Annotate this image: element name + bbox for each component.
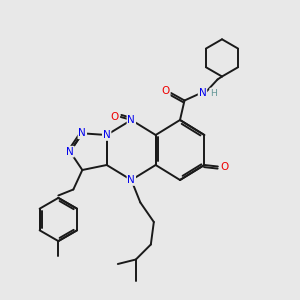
Text: N: N xyxy=(199,88,206,98)
Text: N: N xyxy=(128,175,135,185)
Text: N: N xyxy=(103,130,110,140)
Text: O: O xyxy=(220,161,229,172)
Text: N: N xyxy=(66,147,74,157)
Text: N: N xyxy=(128,115,135,125)
Text: O: O xyxy=(161,86,170,97)
Text: N: N xyxy=(79,128,86,138)
Text: O: O xyxy=(110,112,118,122)
Text: H: H xyxy=(210,88,217,98)
